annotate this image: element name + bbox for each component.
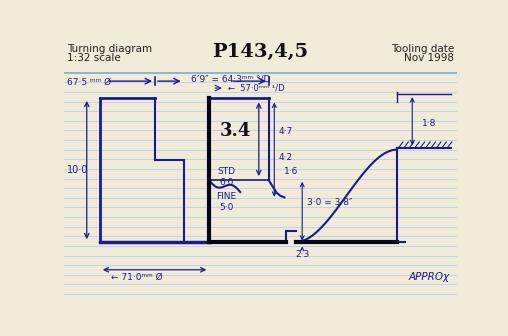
Text: 4·2: 4·2 <box>278 153 292 162</box>
Text: 3.4: 3.4 <box>220 122 251 140</box>
Text: 10·0: 10·0 <box>68 165 89 175</box>
Text: 6’9″ = 64·3ᵐᵐ °/D: 6’9″ = 64·3ᵐᵐ °/D <box>192 74 271 83</box>
Text: 67·5 ᵐᵐ Ø: 67·5 ᵐᵐ Ø <box>68 77 111 86</box>
Text: Tooling date: Tooling date <box>391 44 454 54</box>
Text: 1·6: 1·6 <box>283 167 298 176</box>
Text: 3·0 = 3·8″: 3·0 = 3·8″ <box>307 198 352 207</box>
Text: FINE
5·0: FINE 5·0 <box>216 192 236 212</box>
Text: 1:32 scale: 1:32 scale <box>67 53 120 62</box>
Text: P143,4,5: P143,4,5 <box>212 43 308 61</box>
Text: 4·7: 4·7 <box>278 127 293 136</box>
Text: ←  57·0ᵐᵐ ¹/D: ← 57·0ᵐᵐ ¹/D <box>228 84 284 92</box>
Text: Turning diagram: Turning diagram <box>67 44 152 54</box>
Text: 1·8: 1·8 <box>422 119 436 128</box>
Text: Nov 1998: Nov 1998 <box>404 53 454 62</box>
Text: ← 71·0ᵐᵐ Ø: ← 71·0ᵐᵐ Ø <box>111 273 163 282</box>
Text: 2·3: 2·3 <box>295 250 309 259</box>
Text: APPROχ: APPROχ <box>408 272 450 283</box>
Text: STD
6·0: STD 6·0 <box>217 167 235 187</box>
